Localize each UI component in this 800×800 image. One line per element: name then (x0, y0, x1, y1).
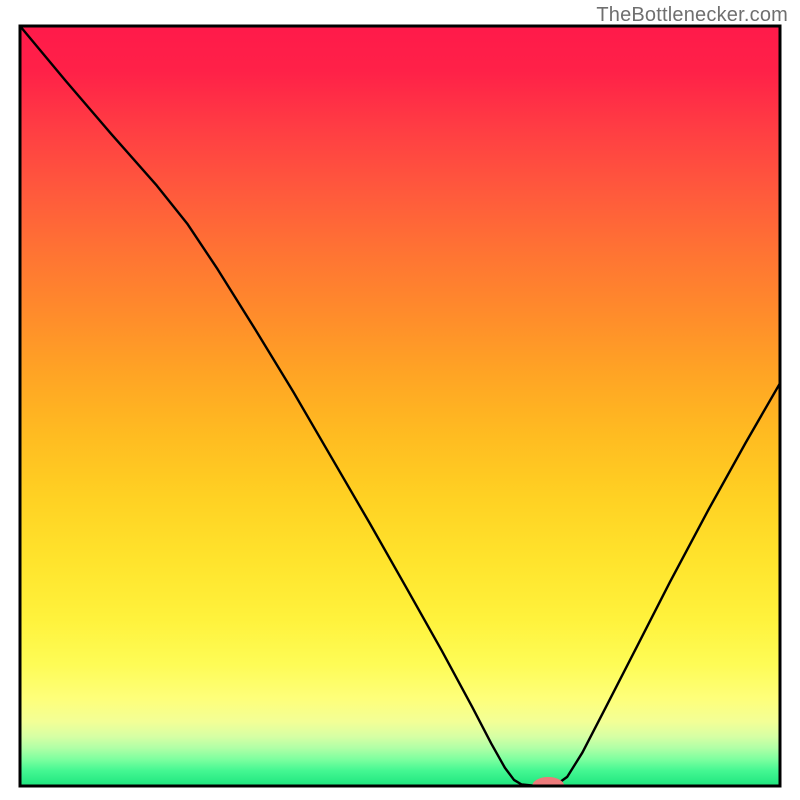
watermark-label: TheBottlenecker.com (596, 4, 788, 27)
bottleneck-chart (0, 0, 800, 800)
chart-container: TheBottlenecker.com (0, 0, 800, 800)
gradient-background (20, 26, 780, 786)
